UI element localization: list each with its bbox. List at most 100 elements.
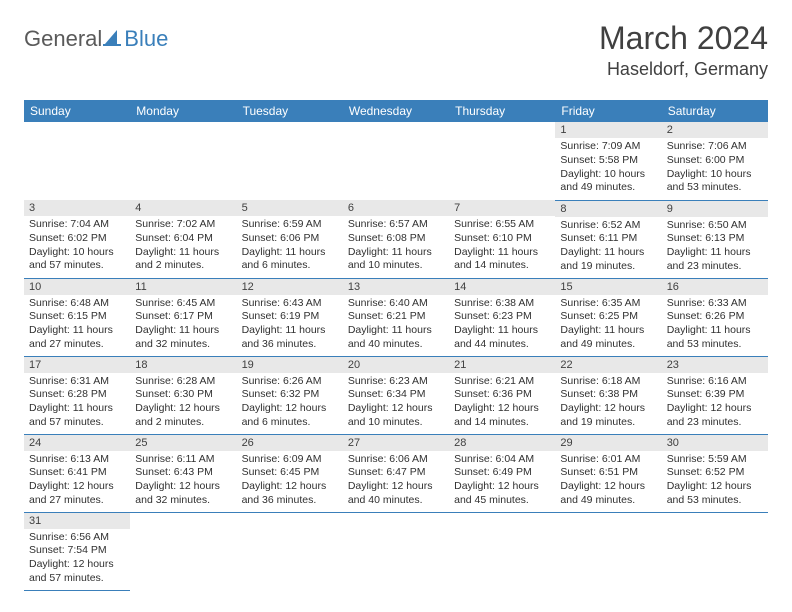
calendar-cell [343, 122, 449, 200]
sunset-text: Sunset: 6:21 PM [348, 310, 444, 324]
daylight-text-1: Daylight: 12 hours [242, 402, 338, 416]
daylight-text-1: Daylight: 12 hours [135, 480, 231, 494]
calendar-cell: 18Sunrise: 6:28 AMSunset: 6:30 PMDayligh… [130, 356, 236, 434]
calendar-cell [449, 512, 555, 590]
daylight-text-2: and 49 minutes. [560, 338, 656, 352]
calendar-row: 31Sunrise: 6:56 AMSunset: 7:54 PMDayligh… [24, 512, 768, 590]
location: Haseldorf, Germany [599, 59, 768, 80]
day-number: 11 [130, 279, 236, 295]
calendar-cell: 31Sunrise: 6:56 AMSunset: 7:54 PMDayligh… [24, 512, 130, 590]
sunrise-text: Sunrise: 7:06 AM [667, 140, 763, 154]
day-number: 15 [555, 279, 661, 295]
calendar-cell: 13 Sunrise: 6:40 AMSunset: 6:21 PMDayligh… [343, 278, 449, 356]
calendar-cell [449, 122, 555, 200]
sunset-text: Sunset: 6:25 PM [560, 310, 656, 324]
daylight-text-1: Daylight: 11 hours [135, 324, 231, 338]
calendar-cell: 17Sunrise: 6:31 AMSunset: 6:28 PMDayligh… [24, 356, 130, 434]
dayhead-thu: Thursday [449, 100, 555, 122]
daylight-text-1: Daylight: 11 hours [348, 324, 444, 338]
sunrise-text: Sunrise: 6:59 AM [242, 218, 338, 232]
day-number: 20 [343, 357, 449, 373]
day-number: 16 [662, 279, 768, 295]
day-number: 29 [555, 435, 661, 451]
sunset-text: Sunset: 6:00 PM [667, 154, 763, 168]
daylight-text-2: and 57 minutes. [29, 259, 125, 273]
day-number: 17 [24, 357, 130, 373]
month-title: March 2024 [599, 20, 768, 57]
sunset-text: Sunset: 6:02 PM [29, 232, 125, 246]
calendar-cell: 5Sunrise: 6:59 AMSunset: 6:06 PMDaylight… [237, 200, 343, 278]
daylight-text-1: Daylight: 10 hours [667, 168, 763, 182]
title-block: March 2024 Haseldorf, Germany [599, 20, 768, 80]
calendar-cell: 22Sunrise: 6:18 AMSunset: 6:38 PMDayligh… [555, 356, 661, 434]
day-number: 8 [555, 201, 661, 217]
daylight-text-2: and 2 minutes. [135, 259, 231, 273]
daylight-text-1: Daylight: 12 hours [348, 402, 444, 416]
calendar-cell: 21Sunrise: 6:21 AMSunset: 6:36 PMDayligh… [449, 356, 555, 434]
daylight-text-2: and 45 minutes. [454, 494, 550, 508]
daylight-text-1: Daylight: 11 hours [135, 246, 231, 260]
day-number: 19 [237, 357, 343, 373]
sunset-text: Sunset: 6:06 PM [242, 232, 338, 246]
calendar-cell [662, 512, 768, 590]
daylight-text-2: and 36 minutes. [242, 338, 338, 352]
day-number: 5 [237, 200, 343, 216]
day-number: 30 [662, 435, 768, 451]
sunset-text: Sunset: 6:32 PM [242, 388, 338, 402]
day-number: 4 [130, 200, 236, 216]
calendar-row: 10Sunrise: 6:48 AMSunset: 6:15 PMDayligh… [24, 278, 768, 356]
calendar-row: 24Sunrise: 6:13 AMSunset: 6:41 PMDayligh… [24, 434, 768, 512]
daylight-text-1: Daylight: 12 hours [454, 480, 550, 494]
calendar-cell: 16Sunrise: 6:33 AMSunset: 6:26 PMDayligh… [662, 278, 768, 356]
daylight-text-1: Daylight: 11 hours [560, 246, 656, 260]
calendar-cell: 10Sunrise: 6:48 AMSunset: 6:15 PMDayligh… [24, 278, 130, 356]
dayhead-sat: Saturday [662, 100, 768, 122]
calendar-cell: 26Sunrise: 6:09 AMSunset: 6:45 PMDayligh… [237, 434, 343, 512]
sunset-text: Sunset: 6:47 PM [348, 466, 444, 480]
sunrise-text: Sunrise: 6:40 AM [348, 297, 444, 311]
sunrise-text: Sunrise: 6:06 AM [348, 453, 444, 467]
day-number: 18 [130, 357, 236, 373]
calendar-cell: 14Sunrise: 6:38 AMSunset: 6:23 PMDayligh… [449, 278, 555, 356]
calendar-cell: 25Sunrise: 6:11 AMSunset: 6:43 PMDayligh… [130, 434, 236, 512]
day-number: 13 [343, 279, 449, 295]
sunset-text: Sunset: 6:49 PM [454, 466, 550, 480]
sunrise-text: Sunrise: 6:16 AM [667, 375, 763, 389]
day-number: 31 [24, 513, 130, 529]
day-number: 28 [449, 435, 555, 451]
calendar-cell [555, 512, 661, 590]
sunrise-text: Sunrise: 6:31 AM [29, 375, 125, 389]
sunrise-text: Sunrise: 6:26 AM [242, 375, 338, 389]
sunrise-text: Sunrise: 6:35 AM [560, 297, 656, 311]
sunset-text: Sunset: 6:23 PM [454, 310, 550, 324]
sunrise-text: Sunrise: 6:09 AM [242, 453, 338, 467]
daylight-text-2: and 53 minutes. [667, 338, 763, 352]
daylight-text-1: Daylight: 11 hours [348, 246, 444, 260]
logo: General Blue [24, 26, 168, 52]
sunset-text: Sunset: 6:13 PM [667, 232, 763, 246]
sunrise-text: Sunrise: 6:55 AM [454, 218, 550, 232]
sunset-text: Sunset: 6:51 PM [560, 466, 656, 480]
daylight-text-1: Daylight: 11 hours [667, 324, 763, 338]
day-header-row: Sunday Monday Tuesday Wednesday Thursday… [24, 100, 768, 122]
calendar-cell: 7Sunrise: 6:55 AMSunset: 6:10 PMDaylight… [449, 200, 555, 278]
day-number: 26 [237, 435, 343, 451]
sunrise-text: Sunrise: 6:43 AM [242, 297, 338, 311]
day-number: 14 [449, 279, 555, 295]
dayhead-fri: Friday [555, 100, 661, 122]
daylight-text-2: and 27 minutes. [29, 494, 125, 508]
dayhead-sun: Sunday [24, 100, 130, 122]
daylight-text-2: and 23 minutes. [667, 260, 763, 274]
daylight-text-2: and 19 minutes. [560, 416, 656, 430]
calendar-cell: 29Sunrise: 6:01 AMSunset: 6:51 PMDayligh… [555, 434, 661, 512]
daylight-text-1: Daylight: 12 hours [560, 402, 656, 416]
calendar-cell: 20Sunrise: 6:23 AMSunset: 6:34 PMDayligh… [343, 356, 449, 434]
calendar-row: 17Sunrise: 6:31 AMSunset: 6:28 PMDayligh… [24, 356, 768, 434]
daylight-text-2: and 49 minutes. [560, 181, 656, 195]
daylight-text-1: Daylight: 12 hours [29, 480, 125, 494]
calendar-cell: 3Sunrise: 7:04 AMSunset: 6:02 PMDaylight… [24, 200, 130, 278]
calendar-cell: 28Sunrise: 6:04 AMSunset: 6:49 PMDayligh… [449, 434, 555, 512]
daylight-text-2: and 6 minutes. [242, 259, 338, 273]
day-number: 7 [449, 200, 555, 216]
daylight-text-2: and 19 minutes. [560, 260, 656, 274]
